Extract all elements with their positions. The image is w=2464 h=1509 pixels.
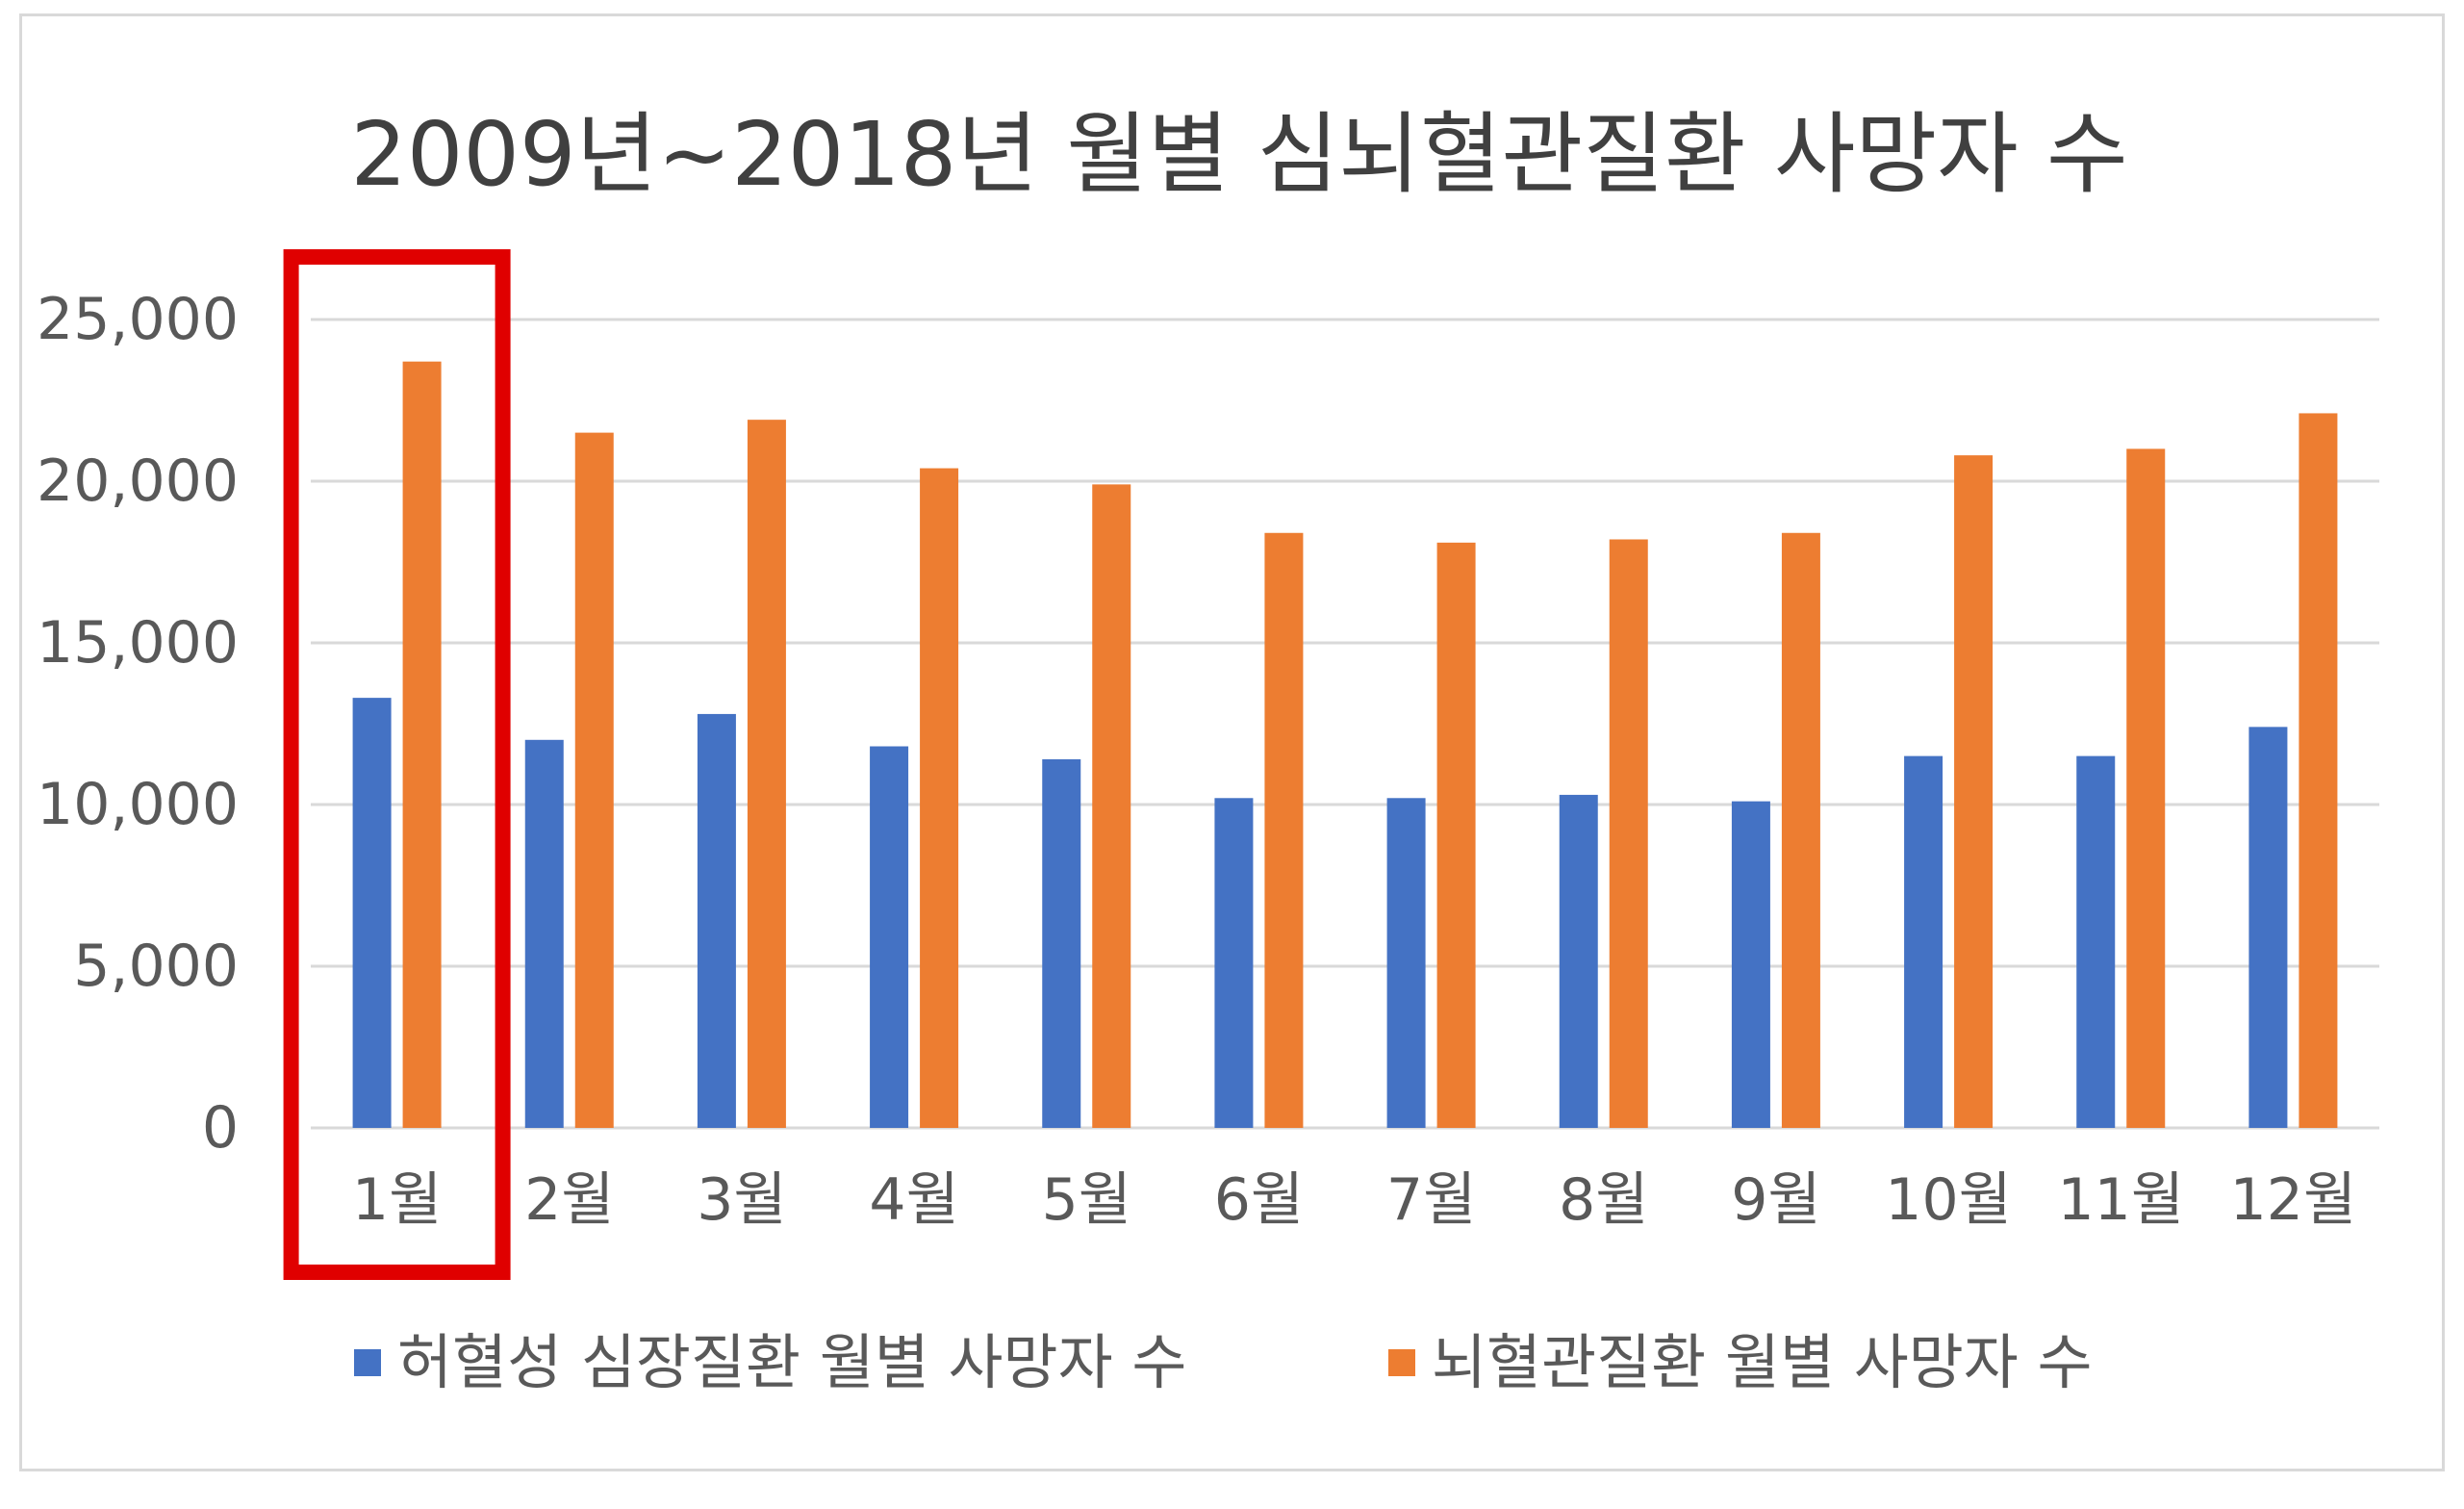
chart-title: 2009년~2018년 월별 심뇌혈관질환 사망자 수 bbox=[350, 103, 2127, 206]
bar-cerebrovascular bbox=[1436, 542, 1476, 1128]
legend-swatch bbox=[1388, 1349, 1415, 1376]
x-tick-label: 5월 bbox=[1042, 1166, 1131, 1234]
bar-cerebrovascular bbox=[2299, 413, 2338, 1128]
legend: 허혈성 심장질환 월별 사망자 수 뇌혈관질환 월별 사망자 수 bbox=[354, 1327, 2093, 1397]
x-tick-label: 3월 bbox=[697, 1166, 786, 1234]
bar-cerebrovascular bbox=[574, 432, 614, 1129]
x-tick-label: 9월 bbox=[1731, 1166, 1820, 1234]
bar-cerebrovascular bbox=[1781, 532, 1820, 1128]
bar-ischemic-heart bbox=[1904, 755, 1943, 1128]
x-tick-label: 12월 bbox=[2230, 1166, 2357, 1234]
bar-ischemic-heart bbox=[1042, 758, 1081, 1128]
x-tick-label: 7월 bbox=[1386, 1166, 1476, 1234]
y-tick-label: 10,000 bbox=[37, 771, 239, 838]
x-tick-label: 2월 bbox=[524, 1166, 614, 1234]
bar-chart: 2009년~2018년 월별 심뇌혈관질환 사망자 수 0 5,000 10,000… bbox=[37, 103, 2379, 1397]
bar-ischemic-heart bbox=[352, 698, 392, 1128]
bar-ischemic-heart bbox=[1731, 801, 1770, 1128]
x-tick-label: 1월 bbox=[352, 1166, 442, 1234]
bar-ischemic-heart bbox=[697, 713, 736, 1128]
highlight-box bbox=[283, 249, 511, 1280]
bar-cerebrovascular bbox=[402, 361, 442, 1128]
highlight-rectangle bbox=[283, 249, 511, 1280]
bar-cerebrovascular bbox=[920, 468, 959, 1128]
gridlines bbox=[311, 318, 2379, 1130]
bar-cerebrovascular bbox=[1954, 455, 1994, 1128]
x-tick-label: 4월 bbox=[869, 1166, 958, 1234]
bars bbox=[352, 361, 2338, 1129]
bar-ischemic-heart bbox=[1386, 798, 1426, 1128]
y-tick-label: 25,000 bbox=[37, 286, 239, 353]
x-axis-ticks: 1월 2월 3월 4월 5월 6월 7월 8월 9월 10월 11월 12월 bbox=[352, 1166, 2356, 1234]
bar-ischemic-heart bbox=[1559, 794, 1598, 1128]
bar-ischemic-heart bbox=[524, 739, 564, 1128]
bar-cerebrovascular bbox=[1092, 484, 1131, 1128]
y-tick-label: 15,000 bbox=[37, 609, 239, 677]
legend-label: 뇌혈관질환 월별 사망자 수 bbox=[1432, 1327, 2093, 1397]
y-tick-label: 20,000 bbox=[37, 448, 239, 515]
x-tick-label: 10월 bbox=[1885, 1166, 2012, 1234]
legend-swatch bbox=[354, 1349, 381, 1376]
x-tick-label: 6월 bbox=[1214, 1166, 1304, 1234]
bar-ischemic-heart bbox=[2248, 727, 2288, 1128]
bar-cerebrovascular bbox=[1609, 539, 1648, 1128]
y-tick-label: 0 bbox=[202, 1094, 239, 1162]
legend-label: 허혈성 심장질환 월별 사망자 수 bbox=[397, 1327, 1186, 1397]
bar-ischemic-heart bbox=[870, 746, 909, 1128]
chart-container: 2009년~2018년 월별 심뇌혈관질환 사망자 수 0 5,000 10,000… bbox=[19, 13, 2445, 1471]
x-tick-label: 11월 bbox=[2057, 1166, 2184, 1234]
bar-cerebrovascular bbox=[747, 420, 786, 1128]
bar-cerebrovascular bbox=[2126, 448, 2166, 1128]
y-tick-label: 5,000 bbox=[73, 933, 239, 1000]
bar-cerebrovascular bbox=[1264, 532, 1304, 1128]
x-tick-label: 8월 bbox=[1559, 1166, 1648, 1234]
y-axis-ticks: 0 5,000 10,000 15,000 20,000 25,000 bbox=[37, 286, 239, 1162]
bar-ischemic-heart bbox=[1214, 798, 1254, 1128]
bar-ischemic-heart bbox=[2076, 755, 2116, 1128]
